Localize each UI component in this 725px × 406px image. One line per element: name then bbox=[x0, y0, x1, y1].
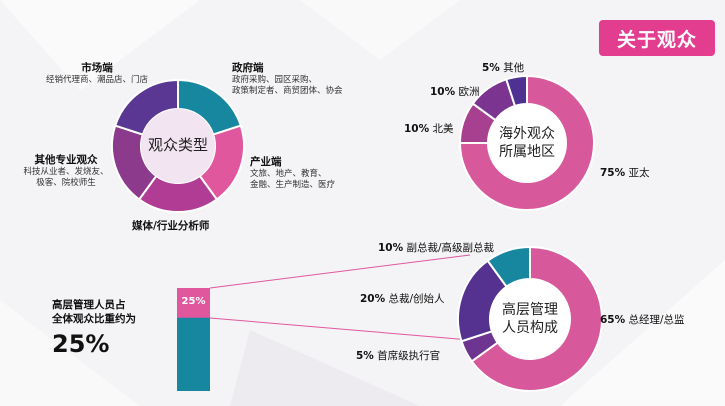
segment-market-desc: 经销代理商、潮品店、门店 bbox=[45, 75, 148, 85]
overseas-apac-name: 亚太 bbox=[628, 167, 650, 179]
segment-industry-desc-1: 文旅、地产、教育、 bbox=[250, 169, 327, 179]
overseas-center-line2: 所属地区 bbox=[499, 144, 555, 160]
overseas-other-pct: 5% bbox=[482, 62, 500, 74]
segment-other-pro-desc-1: 科技从业者、发烧友、 bbox=[23, 167, 109, 177]
exec-ceo-pct: 5% bbox=[356, 350, 374, 362]
exec-president-pct: 20% bbox=[360, 293, 386, 305]
exec-vp-name: 副总裁/高级副总裁 bbox=[406, 242, 495, 254]
segment-market-name: 市场端 bbox=[81, 62, 113, 74]
exec-label-vp: 10% 副总裁/高级副总裁 bbox=[378, 240, 494, 255]
segment-media-name: 媒体/行业分析师 bbox=[132, 220, 210, 232]
exec-share-big: 25% bbox=[52, 330, 110, 358]
overseas-other-name: 其他 bbox=[503, 62, 525, 74]
segment-other-pro-name: 其他专业观众 bbox=[34, 154, 98, 166]
overseas-center-line1: 海外观众 bbox=[499, 126, 555, 142]
segment-media: 媒体/行业分析师 bbox=[132, 218, 209, 233]
exec-center: 高层管理 人员构成 bbox=[490, 301, 570, 337]
exec-center-line1: 高层管理 bbox=[502, 302, 558, 318]
exec-center-line2: 人员构成 bbox=[502, 320, 558, 336]
overseas-label-other: 5% 其他 bbox=[482, 60, 524, 75]
exec-president-name: 总裁/创始人 bbox=[388, 293, 445, 305]
overseas-label-na: 10% 北美 bbox=[404, 121, 453, 136]
segment-other-pro: 其他专业观众 科技从业者、发烧友、 极客、院校师生 bbox=[6, 152, 126, 189]
overseas-center: 海外观众 所属地区 bbox=[487, 125, 567, 161]
exec-bar-label: 25% bbox=[181, 296, 206, 307]
overseas-na-name: 北美 bbox=[432, 123, 454, 135]
exec-ceo-name: 首席级执行官 bbox=[377, 350, 441, 362]
segment-industry: 产业端 文旅、地产、教育、 金融、生产制造、医疗 bbox=[250, 154, 335, 191]
segment-industry-name: 产业端 bbox=[250, 156, 282, 168]
exec-gm-pct: 65% bbox=[600, 314, 626, 326]
overseas-label-eu: 10% 欧洲 bbox=[430, 84, 479, 99]
overseas-eu-pct: 10% bbox=[430, 86, 456, 98]
exec-share-line2: 全体观众比重约为 bbox=[52, 313, 136, 325]
exec-label-gm: 65% 总经理/总监 bbox=[600, 312, 685, 327]
audience-type-center: 观众类型 bbox=[147, 136, 208, 154]
exec-share-text: 高层管理人员占 全体观众比重约为 bbox=[52, 298, 136, 326]
segment-government-name: 政府端 bbox=[232, 62, 264, 74]
exec-slice-3 bbox=[486, 245, 531, 289]
exec-share-line1: 高层管理人员占 bbox=[52, 299, 126, 311]
segment-other-pro-desc-2: 极客、院校师生 bbox=[36, 178, 96, 188]
segment-industry-desc-2: 金融、生产制造、医疗 bbox=[250, 180, 336, 190]
segment-government: 政府端 政府采购、园区采购、 政策制定者、商贸团体、协会 bbox=[232, 60, 343, 97]
segment-market: 市场端 经销代理商、潮品店、门店 bbox=[22, 60, 172, 86]
exec-label-ceo: 5% 首席级执行官 bbox=[356, 348, 440, 363]
exec-vp-pct: 10% bbox=[378, 242, 404, 254]
exec-bar-share bbox=[177, 288, 210, 318]
segment-government-desc-1: 政府采购、园区采购、 bbox=[232, 75, 318, 85]
overseas-eu-name: 欧洲 bbox=[458, 86, 480, 98]
exec-gm-name: 总经理/总监 bbox=[628, 314, 685, 326]
segment-government-desc-2: 政策制定者、商贸团体、协会 bbox=[232, 86, 343, 96]
exec-label-president: 20% 总裁/创始人 bbox=[360, 291, 445, 306]
overseas-label-apac: 75% 亚太 bbox=[600, 165, 649, 180]
overseas-apac-pct: 75% bbox=[600, 167, 626, 179]
overseas-na-pct: 10% bbox=[404, 123, 430, 135]
page-title: 关于观众 bbox=[599, 20, 715, 56]
